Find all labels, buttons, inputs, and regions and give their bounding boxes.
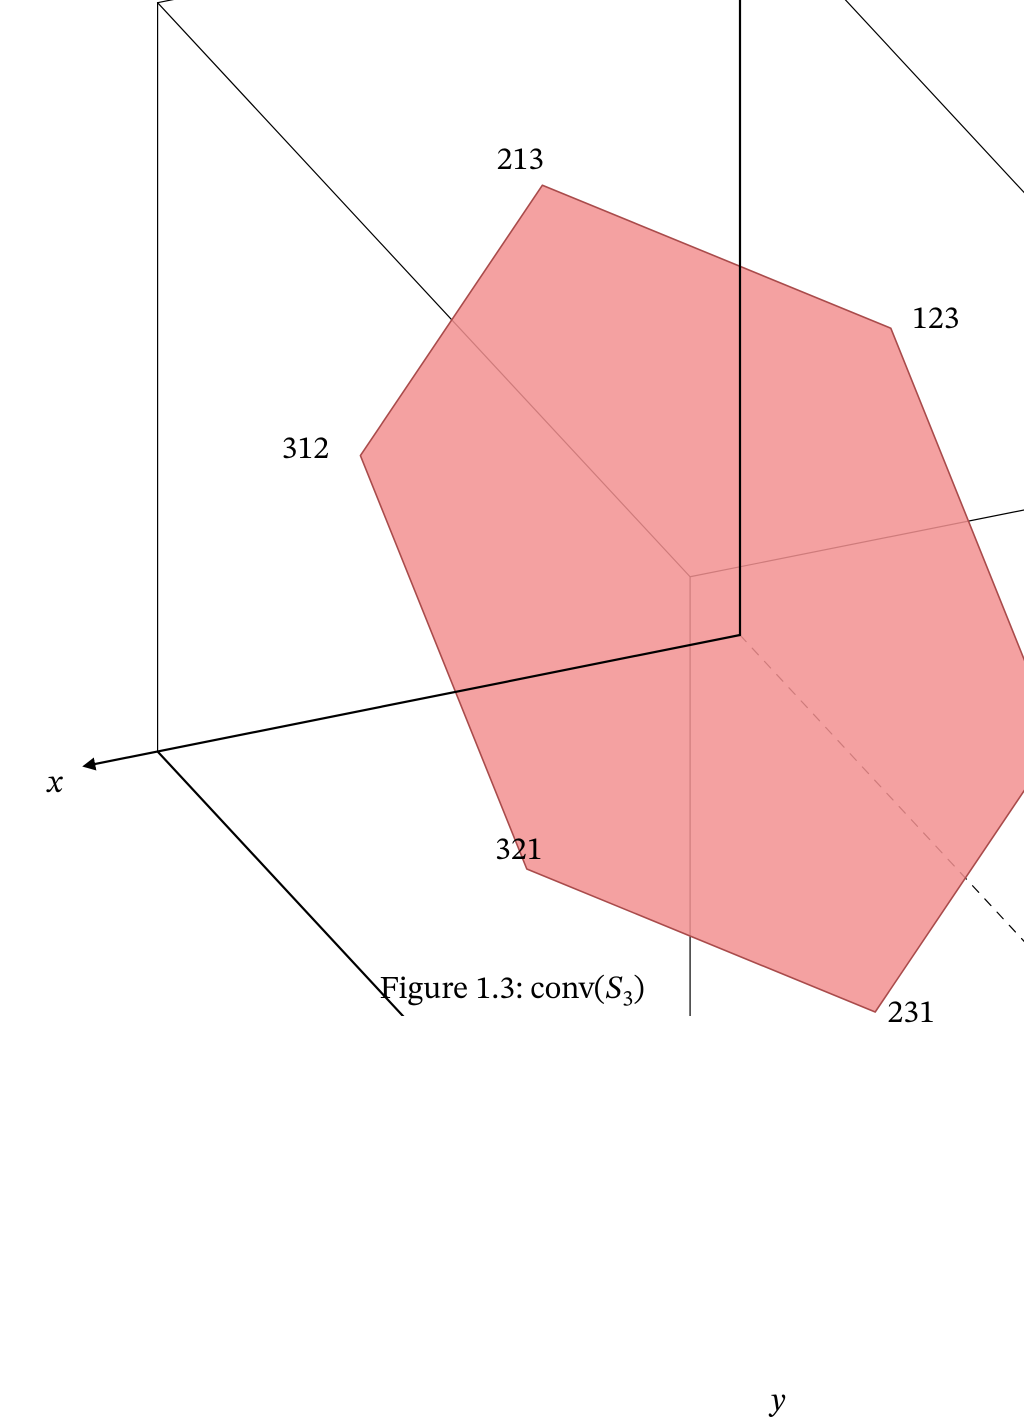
caption-suffix: ) xyxy=(633,974,644,1006)
vertex-label-213: 213 xyxy=(497,141,545,181)
caption-prefix: Figure 1.3: conv( xyxy=(380,974,605,1006)
caption-sym: S xyxy=(605,974,622,1006)
axis-label-x: x xyxy=(48,764,63,804)
vertex-label-312: 312 xyxy=(282,430,330,470)
caption-sub: 3 xyxy=(622,989,633,1011)
vertex-label-231: 231 xyxy=(887,994,935,1034)
vertex-label-321: 321 xyxy=(495,831,543,871)
axis-label-y: y xyxy=(771,1382,785,1422)
figure-caption: Figure 1.3: conv(S3) xyxy=(380,970,645,1014)
vertex-label-123: 123 xyxy=(912,300,960,340)
